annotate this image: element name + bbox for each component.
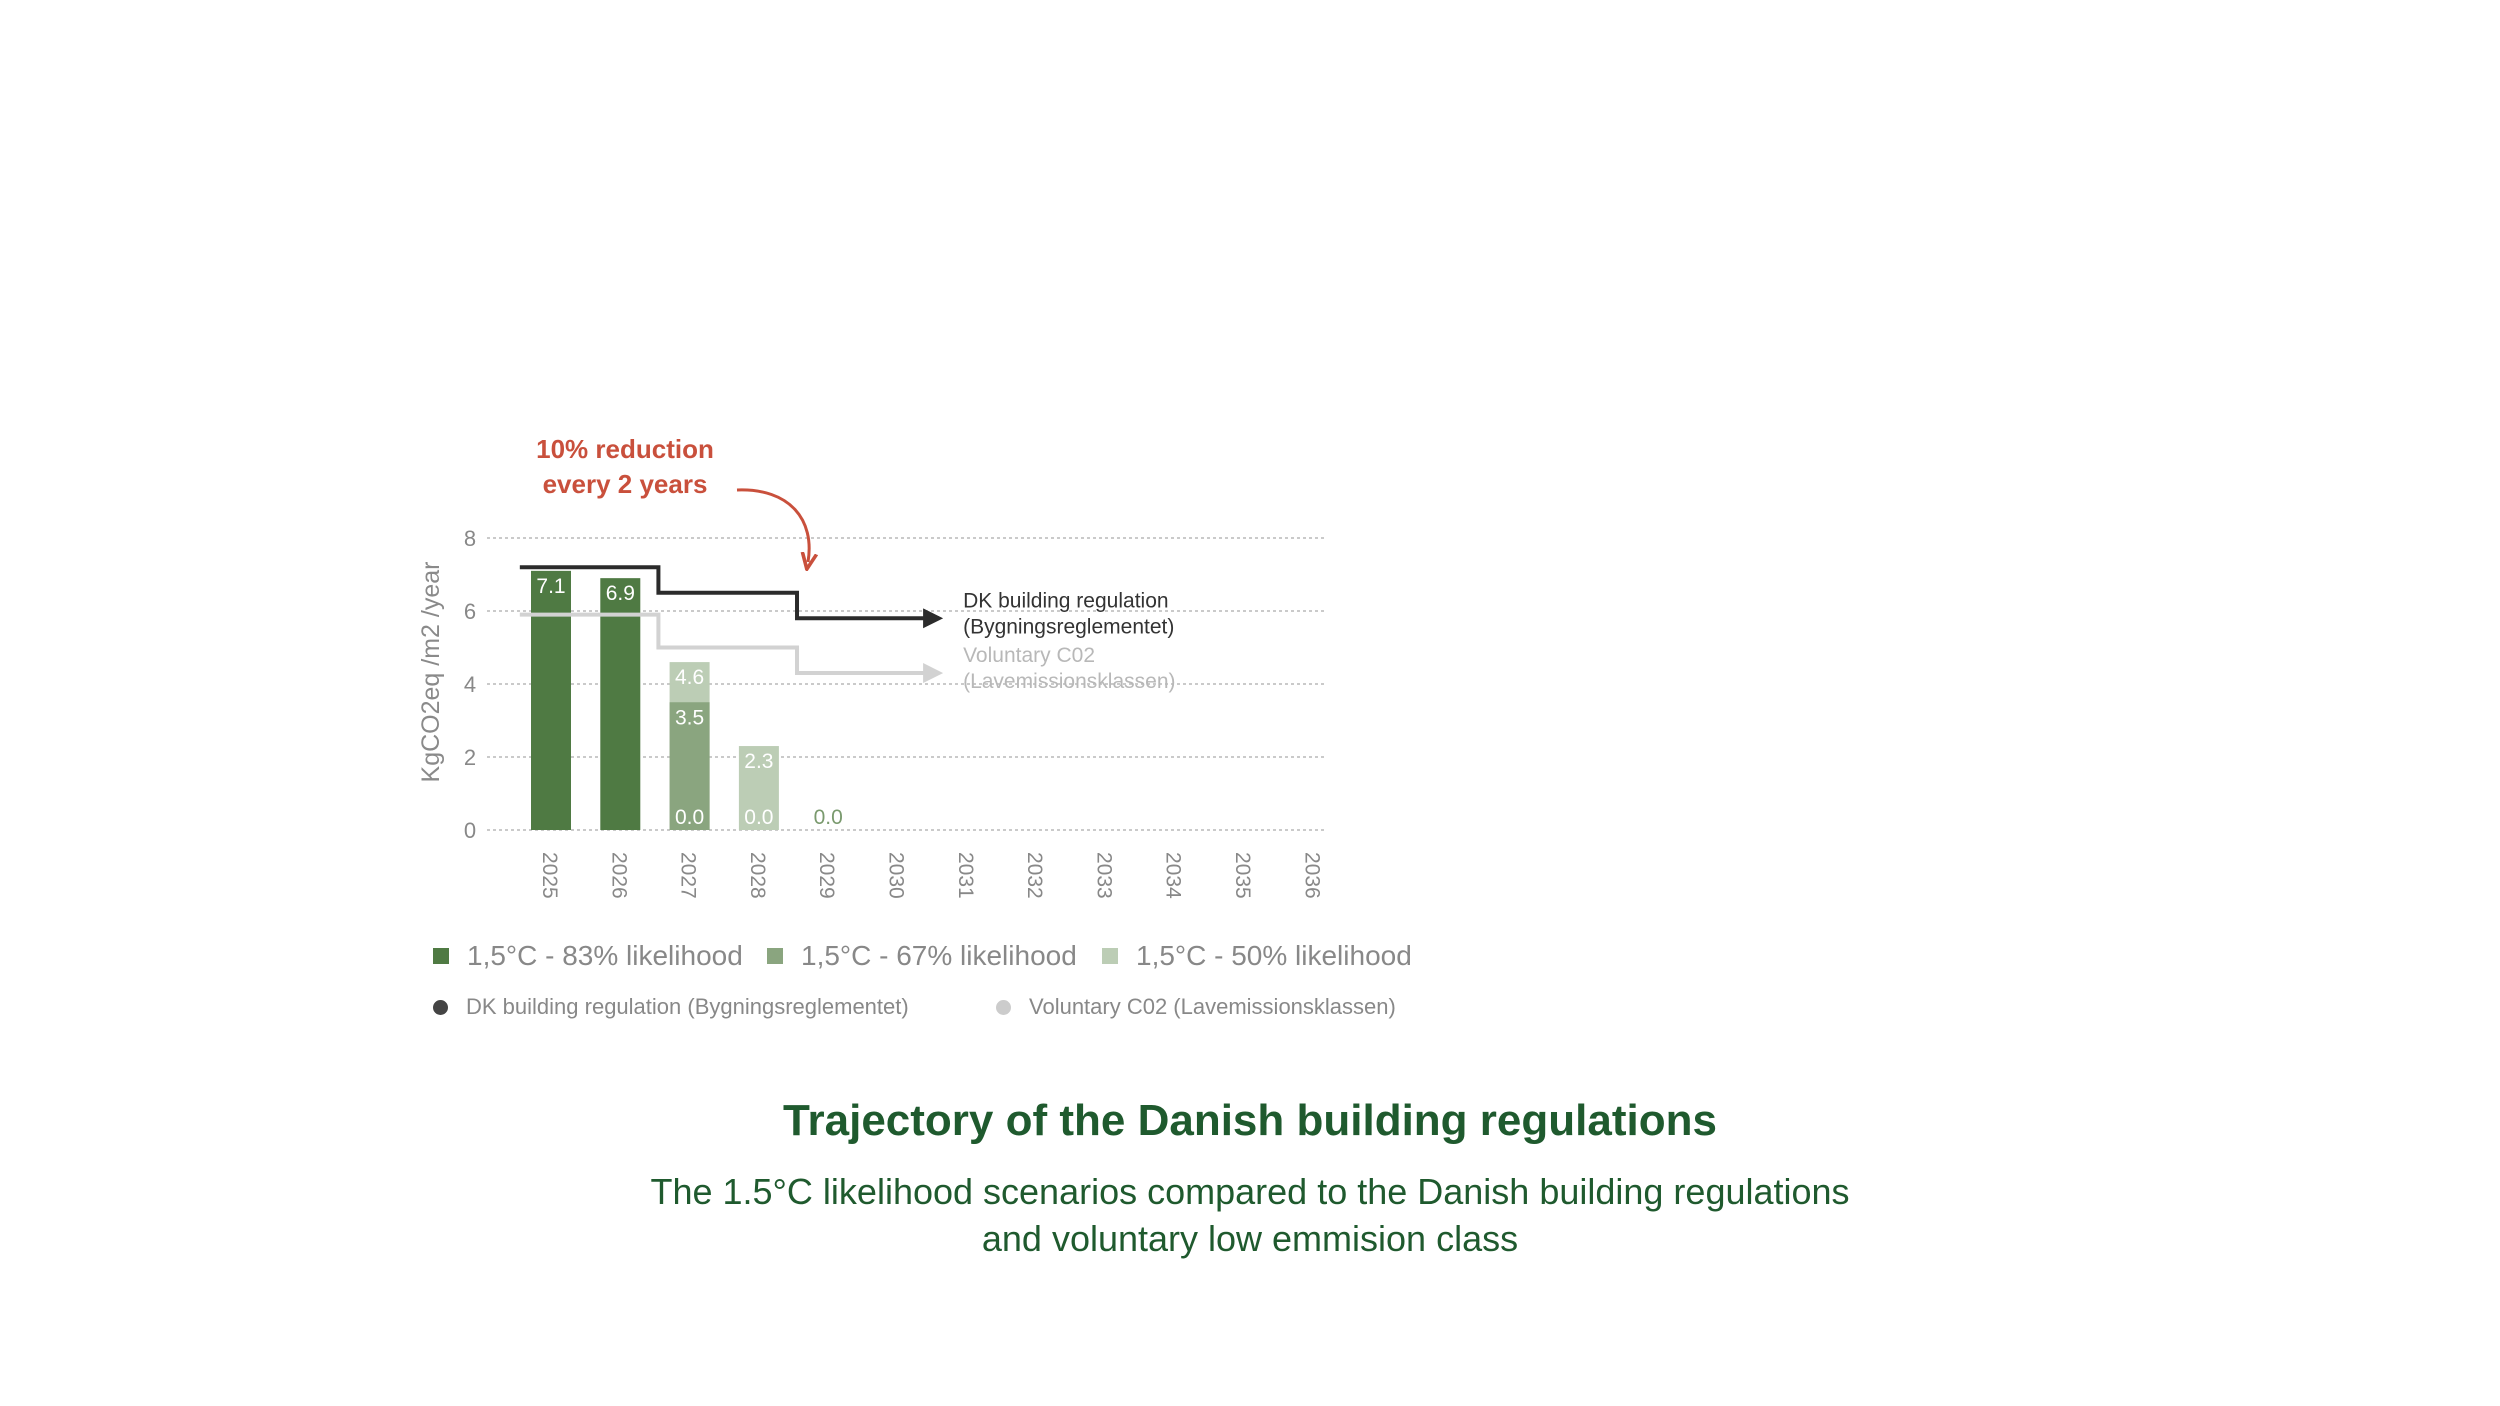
x-tick-2035: 2035	[1231, 852, 1254, 899]
x-tick-2029: 2029	[815, 852, 838, 899]
legend-item-67: 1,5°C - 67% likelihood	[767, 940, 1077, 972]
voluntary-label-line-2: (Lavemissionsklassen)	[963, 670, 1175, 693]
x-tick-2030: 2030	[885, 852, 908, 899]
x-tick-2034: 2034	[1162, 852, 1185, 899]
chart-title: Trajectory of the Danish building regula…	[783, 1096, 1717, 1145]
y-tick-2: 2	[464, 745, 476, 770]
legend-item-83: 1,5°C - 83% likelihood	[433, 940, 743, 972]
legend-swatch-50	[1102, 948, 1118, 964]
x-tick-2033: 2033	[1092, 852, 1115, 899]
legend-item-dk-regulation: DK building regulation (Bygningsreglemen…	[433, 994, 909, 1020]
bar-value-label-2028-5: 2.3	[744, 750, 773, 773]
x-tick-2028: 2028	[746, 852, 769, 899]
legend-item-50: 1,5°C - 50% likelihood	[1102, 940, 1412, 972]
voluntary-line	[519, 612, 944, 684]
bar-2026-s0	[600, 578, 641, 830]
reduction-annotation: 10% reduction every 2 years	[505, 432, 745, 502]
y-tick-8: 8	[464, 526, 476, 551]
legend-label-50: 1,5°C - 50% likelihood	[1136, 940, 1412, 971]
y-axis-label: KgCO2eq /m2 /year	[417, 562, 445, 783]
y-tick-0: 0	[464, 818, 476, 843]
bar-value-label-2027-3: 3.5	[675, 706, 704, 729]
x-tick-2031: 2031	[954, 852, 977, 899]
x-tick-2026: 2026	[607, 852, 630, 899]
annotation-line-2: every 2 years	[542, 469, 708, 499]
annotation-line-1: 10% reduction	[536, 434, 714, 464]
bar-2025-s0	[531, 570, 571, 830]
x-tick-2025: 2025	[538, 852, 561, 899]
legend-label-dk: DK building regulation (Bygningsreglemen…	[466, 994, 909, 1019]
legend-swatch-83	[433, 948, 449, 964]
legend-item-voluntary: Voluntary C02 (Lavemissionsklassen)	[996, 994, 1396, 1020]
dk-regulation-line	[519, 565, 944, 629]
bar-2027-s1	[669, 702, 710, 830]
legend-dot-voluntary	[996, 999, 1011, 1015]
legend-label-83: 1,5°C - 83% likelihood	[467, 940, 743, 971]
x-tick-2027: 2027	[677, 852, 700, 899]
chart-subtitle-line-2: and voluntary low emmision class	[981, 1218, 1519, 1259]
legend-dot-dk	[433, 999, 448, 1015]
legend-label-voluntary: Voluntary C02 (Lavemissionsklassen)	[1029, 994, 1396, 1019]
x-tick-2032: 2032	[1023, 852, 1046, 899]
bar-value-label-2028-6: 0.0	[744, 806, 773, 829]
dk-regulation-label-line-2: (Bygningsreglementet)	[963, 615, 1174, 638]
legend-label-67: 1,5°C - 67% likelihood	[801, 940, 1077, 971]
bar-value-label-2026-1: 6.9	[606, 582, 635, 605]
bar-value-label-2027-4: 0.0	[675, 806, 704, 829]
chart-subtitle-line-1: The 1.5°C likelihood scenarios compared …	[650, 1171, 1850, 1212]
bar-2028-s2	[738, 746, 779, 830]
voluntary-label-line-1: Voluntary C02	[963, 644, 1095, 667]
legend-swatch-67	[767, 948, 783, 964]
bar-value-label-2027-2: 4.6	[675, 666, 704, 689]
dk-regulation-label-line-1: DK building regulation	[963, 589, 1168, 612]
y-tick-6: 6	[464, 599, 476, 624]
y-tick-4: 4	[464, 672, 476, 697]
bar-value-label-2029-7: 0.0	[814, 806, 843, 829]
bar-value-label-2025-0: 7.1	[536, 575, 565, 598]
annotation-arrow	[736, 488, 809, 562]
x-tick-2036: 2036	[1300, 852, 1323, 899]
